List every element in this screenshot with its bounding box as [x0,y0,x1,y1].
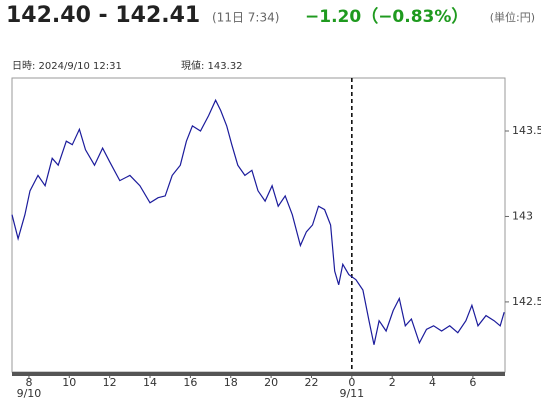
x-tick-label: 2 [389,376,396,389]
plot-frame [11,77,506,373]
x-tick-label: 14 [143,376,157,389]
x-axis-bar [12,372,505,376]
x-tick-label: 18 [224,376,238,389]
unit: (単位:円) [490,10,535,24]
y-tick-label: 142.5 [512,295,541,308]
x-tick-label: 0 [348,376,355,389]
date-label: 9/10 [17,387,42,400]
update-time: (11日 7:34) [212,11,279,25]
x-tick-label: 6 [469,376,476,389]
x-tick-label: 20 [264,376,278,389]
x-tick-label: 22 [304,376,318,389]
x-tick-label: 10 [62,376,76,389]
y-tick-label: 143.5 [512,124,541,137]
x-tick-label: 16 [183,376,197,389]
cursor-time: 日時: 2024/9/10 12:31 [12,60,122,72]
cursor-value: 現値: 143.32 [181,59,243,72]
change: −1.20（−0.83%） [305,6,468,27]
price-line [11,98,505,345]
x-tick-label: 8 [25,376,32,389]
x-tick-label: 12 [103,376,117,389]
x-tick-label: 4 [429,376,436,389]
y-tick-label: 143 [512,209,533,222]
date-label: 9/11 [339,387,364,400]
price: 142.40 - 142.41 [6,3,200,28]
